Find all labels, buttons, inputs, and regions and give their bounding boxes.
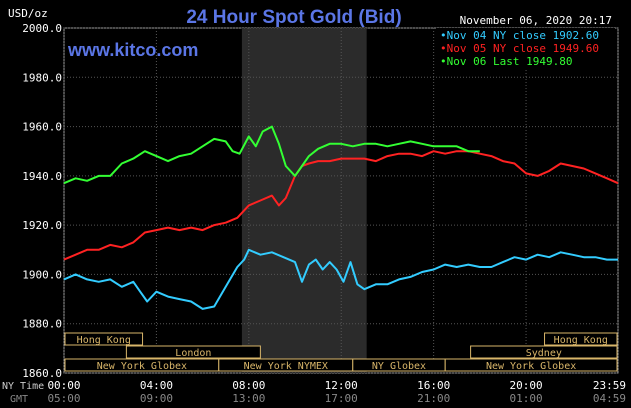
x-tick-label-ny: 23:59 bbox=[593, 379, 626, 392]
y-tick-label: 1940.0 bbox=[22, 170, 62, 183]
chart-title: 24 Hour Spot Gold (Bid) bbox=[186, 7, 401, 28]
legend-box bbox=[436, 28, 615, 70]
session-bar bbox=[125, 345, 261, 359]
session-bar bbox=[470, 345, 618, 359]
session-label: Sydney bbox=[526, 348, 562, 359]
legend: •Nov 04 NY close 1902.60•Nov 05 NY close… bbox=[436, 28, 615, 70]
series-line-2 bbox=[63, 150, 619, 261]
x-tick-label-ny: 00:00 bbox=[47, 379, 80, 392]
legend-item: •Nov 04 NY close 1902.60 bbox=[440, 29, 599, 42]
website-label: www.kitco.com bbox=[67, 40, 198, 60]
y-tick-label: 1900.0 bbox=[22, 268, 62, 281]
session-label: New York Globex bbox=[486, 361, 576, 372]
y-tick-label: 1960.0 bbox=[22, 121, 62, 134]
session-label: Hong Kong bbox=[554, 335, 608, 346]
x-tick-label-ny: 08:00 bbox=[232, 379, 265, 392]
session-bar bbox=[64, 332, 144, 346]
x-axis-label-ny: NY Time bbox=[2, 381, 44, 392]
x-tick-label-gmt: 04:59 bbox=[593, 392, 626, 405]
x-tick-label-gmt: 17:00 bbox=[325, 392, 358, 405]
session-label: New York NYMEX bbox=[244, 361, 328, 372]
y-tick-label: 1980.0 bbox=[22, 71, 62, 84]
x-tick-label-ny: 16:00 bbox=[417, 379, 450, 392]
legend-item: •Nov 05 NY close 1949.60 bbox=[440, 42, 599, 55]
series-line-3 bbox=[63, 125, 480, 185]
series-line-1 bbox=[63, 248, 618, 310]
x-tick-label-gmt: 13:00 bbox=[232, 392, 265, 405]
x-tick-label-gmt: 05:00 bbox=[47, 392, 80, 405]
session-bar bbox=[544, 332, 618, 346]
legend-items: •Nov 04 NY close 1902.60•Nov 05 NY close… bbox=[440, 29, 599, 68]
series-layer bbox=[63, 125, 619, 310]
session-label: Hong Kong bbox=[77, 335, 131, 346]
y-tick-label: 1920.0 bbox=[22, 219, 62, 232]
legend-item: •Nov 06 Last 1949.80 bbox=[440, 55, 572, 68]
grid-lines bbox=[63, 27, 619, 374]
y-axis: 2000.0 1980.0 1960.0 1940.0 1920.0 1900.0 1880… bbox=[22, 22, 62, 380]
session-bar bbox=[444, 358, 618, 372]
y-tick-label: 1860.0 bbox=[22, 367, 62, 380]
x-tick-label-ny: 04:00 bbox=[140, 379, 173, 392]
session-label: New York Globex bbox=[97, 361, 187, 372]
x-tick-label-ny: 12:00 bbox=[325, 379, 358, 392]
x-tick-label-ny: 20:00 bbox=[509, 379, 542, 392]
timestamp: November 06, 2020 20:17 bbox=[460, 14, 612, 27]
x-tick-label-gmt: 09:00 bbox=[140, 392, 173, 405]
x-tick-label-gmt: 01:00 bbox=[509, 392, 542, 405]
x-axis-label-gmt: GMT bbox=[10, 394, 28, 405]
y-tick-label: 1880.0 bbox=[22, 318, 62, 331]
session-label: London bbox=[175, 348, 211, 359]
session-bars: Hong Kong London New York Globex New York N… bbox=[64, 332, 618, 372]
x-tick-label-gmt: 21:00 bbox=[417, 392, 450, 405]
unit-label: USD/oz bbox=[8, 7, 48, 20]
y-tick-label: 2000.0 bbox=[22, 22, 62, 35]
session-label: NY Globex bbox=[372, 361, 426, 372]
